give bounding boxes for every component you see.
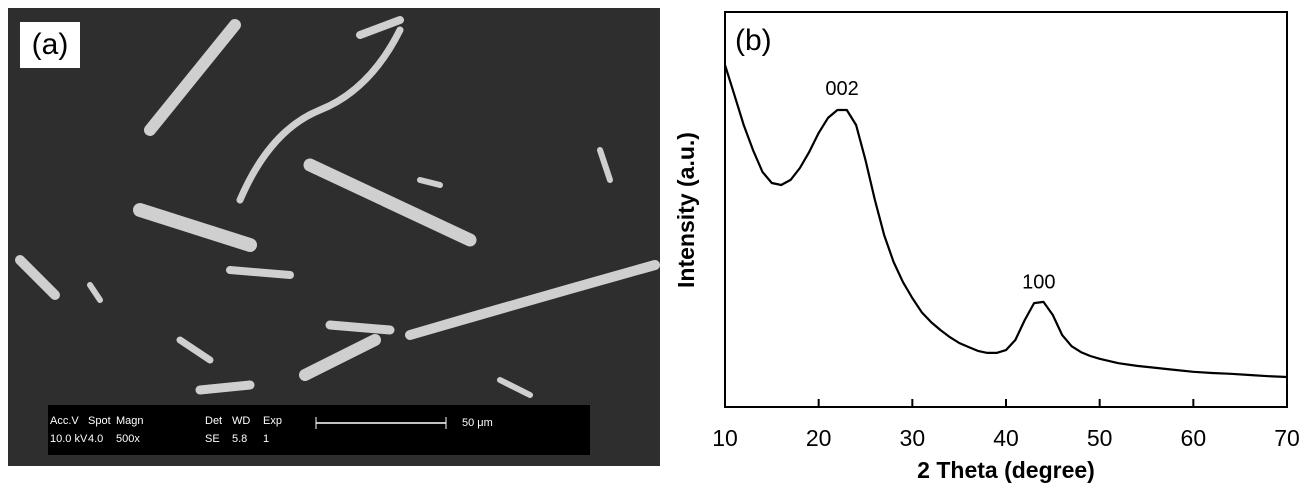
- sem-background: [8, 8, 660, 466]
- panel-label-box: [20, 22, 80, 68]
- x-tick-label: 20: [806, 425, 832, 451]
- x-tick-label: 60: [1181, 425, 1207, 451]
- info-value: SE: [205, 433, 220, 445]
- x-tick-label: 50: [1087, 425, 1113, 451]
- xrd-line: [723, 64, 1288, 379]
- x-tick-label: 70: [1274, 425, 1300, 451]
- info-header: Acc.V: [50, 415, 79, 427]
- panel-label: (a): [32, 28, 69, 61]
- info-header: Spot: [88, 415, 111, 427]
- info-value: 10.0 kV: [50, 433, 88, 445]
- info-value: 5.8: [232, 433, 247, 445]
- peak-label: 100: [1022, 271, 1055, 293]
- info-header: Exp: [263, 415, 282, 427]
- info-bar: [48, 405, 590, 455]
- x-tick-label: 30: [900, 425, 926, 451]
- x-tick-label: 40: [993, 425, 1019, 451]
- peak-label: 002: [825, 78, 858, 100]
- info-header: WD: [232, 415, 250, 427]
- panel-label: (b): [735, 24, 772, 57]
- fibers: [15, 16, 660, 398]
- info-value: 1: [263, 433, 269, 445]
- scale-bar-label: 50 μm: [462, 417, 493, 429]
- info-header: Magn: [116, 415, 144, 427]
- plot-frame: [724, 11, 1288, 408]
- x-tick-label: 10: [712, 425, 738, 451]
- x-axis-label: 2 Theta (degree): [917, 457, 1095, 483]
- y-axis-label: Intensity (a.u.): [673, 132, 699, 288]
- sem-image: (a) Acc.V Spot Magn Det WD Exp 10.0 kV 4.0 500x S…: [8, 8, 660, 466]
- info-value: 500x: [116, 433, 140, 445]
- info-text: Acc.V Spot Magn Det WD Exp 10.0 kV 4.0 500x SE 5.8…: [50, 415, 282, 445]
- info-header: Det: [205, 415, 222, 427]
- info-value: 4.0: [88, 433, 103, 445]
